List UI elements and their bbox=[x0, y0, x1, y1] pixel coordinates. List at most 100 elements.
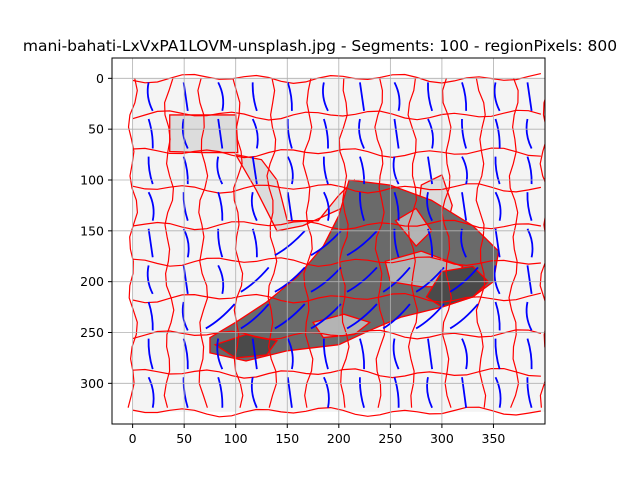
segment-region-darkest bbox=[213, 333, 279, 359]
flow-line bbox=[250, 377, 258, 409]
grid-lines bbox=[112, 58, 545, 424]
boundary-vertical bbox=[338, 78, 350, 408]
x-tick-label: 150 bbox=[275, 431, 299, 446]
y-tick-label: 250 bbox=[80, 325, 104, 340]
flow-line bbox=[310, 303, 342, 330]
flow-line bbox=[358, 377, 365, 408]
flow-line bbox=[392, 156, 400, 185]
flow-line bbox=[382, 303, 411, 330]
flow-line bbox=[286, 156, 294, 185]
boundary-vertical bbox=[197, 78, 209, 408]
x-tick-label: 350 bbox=[482, 431, 506, 446]
boundary-horizontal bbox=[132, 329, 542, 341]
flow-line bbox=[494, 118, 501, 149]
flow-line bbox=[426, 192, 433, 222]
flow-line bbox=[525, 301, 533, 331]
boundary-horizontal bbox=[132, 292, 542, 304]
flow-line bbox=[286, 338, 294, 370]
flow-line bbox=[216, 338, 224, 370]
x-tick-label: 0 bbox=[129, 431, 137, 446]
boundary-horizontal bbox=[132, 73, 542, 85]
boundary-horizontal bbox=[132, 406, 542, 418]
x-axis: 0 50 100 150 200 250 300 350 bbox=[129, 424, 506, 446]
flow-line bbox=[147, 118, 154, 149]
boundary-horizontal bbox=[132, 183, 542, 194]
flow-line bbox=[359, 156, 366, 185]
flow-line bbox=[427, 338, 434, 370]
x-tick-label: 250 bbox=[378, 431, 402, 446]
flow-line bbox=[358, 192, 365, 221]
x-tick-label: 100 bbox=[224, 431, 248, 446]
flow-line bbox=[205, 303, 236, 330]
boundary-vertical bbox=[266, 78, 278, 408]
boundary-vertical bbox=[475, 78, 487, 408]
plot-area bbox=[112, 58, 545, 424]
flow-line bbox=[322, 338, 329, 370]
flow-line bbox=[286, 192, 293, 221]
boundary-vertical bbox=[508, 78, 520, 408]
flow-line bbox=[526, 82, 533, 111]
flow-line bbox=[146, 265, 154, 295]
y-tick-label: 50 bbox=[88, 122, 104, 137]
y-tick-label: 100 bbox=[80, 173, 104, 188]
flow-line bbox=[427, 118, 434, 149]
flow-line bbox=[286, 82, 293, 111]
flow-line bbox=[393, 376, 400, 408]
flow-line bbox=[526, 265, 533, 294]
flow-line bbox=[181, 118, 189, 149]
x-tick-label: 50 bbox=[176, 431, 192, 446]
boundary-horizontal bbox=[132, 256, 541, 267]
boundary-vertical bbox=[163, 78, 175, 408]
flow-line bbox=[393, 118, 400, 149]
flow-line bbox=[251, 118, 259, 149]
flow-line bbox=[217, 264, 225, 295]
flow-line bbox=[251, 156, 258, 185]
flow-line bbox=[250, 192, 258, 222]
flow-line bbox=[217, 191, 224, 221]
flow-line bbox=[526, 192, 533, 221]
flow-line bbox=[449, 303, 479, 330]
flow-line bbox=[323, 118, 329, 149]
flow-line bbox=[217, 118, 224, 149]
flow-line bbox=[286, 118, 293, 149]
flow-line bbox=[461, 377, 468, 408]
flow-line bbox=[147, 376, 155, 408]
flow-line bbox=[323, 376, 330, 408]
flow-line bbox=[322, 82, 329, 112]
flow-line bbox=[240, 303, 270, 330]
flow-line bbox=[286, 377, 293, 408]
flow-line bbox=[427, 82, 433, 112]
flow-line bbox=[494, 301, 501, 331]
flow-line bbox=[181, 301, 189, 331]
y-tick-label: 200 bbox=[80, 274, 104, 289]
boundary-horizontal bbox=[132, 368, 541, 379]
flow-line bbox=[393, 81, 401, 112]
flow-line bbox=[310, 230, 342, 257]
y-tick-label: 150 bbox=[80, 223, 104, 238]
flow-line bbox=[251, 338, 258, 370]
plot-frame bbox=[111, 57, 546, 425]
boundary-vertical bbox=[374, 78, 386, 408]
flow-line bbox=[322, 156, 329, 185]
x-tick-label: 300 bbox=[430, 431, 454, 446]
flow-line bbox=[359, 338, 366, 370]
flow-line bbox=[493, 82, 501, 112]
flow-line bbox=[461, 156, 468, 185]
flow-line bbox=[526, 338, 533, 370]
flow-line bbox=[461, 192, 468, 221]
flow-line bbox=[358, 118, 365, 149]
flow-line bbox=[493, 265, 501, 295]
flow-line bbox=[359, 82, 365, 111]
flow-line bbox=[461, 82, 468, 111]
flow-line bbox=[147, 338, 154, 370]
flow-line bbox=[525, 118, 533, 149]
boundary-vertical bbox=[407, 78, 419, 408]
y-tick-label: 300 bbox=[80, 376, 104, 391]
boundary-horizontal bbox=[132, 109, 542, 121]
flow-line bbox=[323, 191, 330, 221]
flow-line bbox=[461, 338, 468, 370]
boundary-horizontal bbox=[132, 219, 542, 231]
flow-line bbox=[526, 377, 533, 408]
flow-line bbox=[217, 376, 224, 408]
